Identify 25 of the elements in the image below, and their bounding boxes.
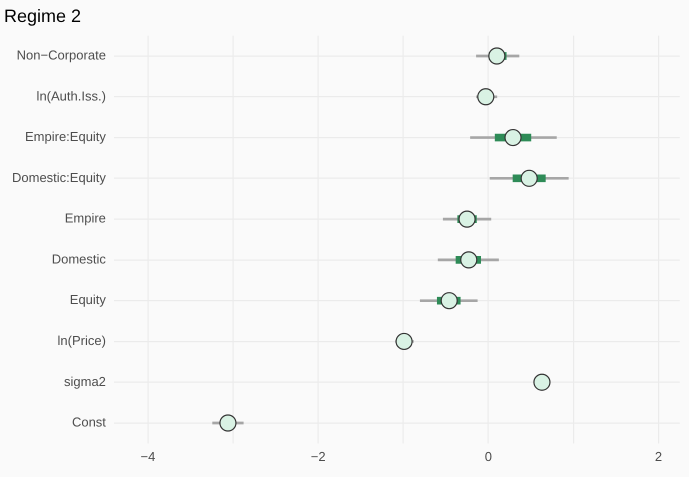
y-tick-label: Domestic: [52, 251, 106, 266]
point: [219, 414, 237, 432]
point: [477, 88, 494, 106]
chart-title: Regime 2: [4, 6, 82, 26]
point: [504, 128, 522, 146]
point: [458, 210, 476, 228]
point: [533, 374, 551, 391]
y-tick-label: Domestic:Equity: [12, 170, 106, 185]
y-tick-label: ln(Auth.Iss.): [36, 88, 106, 104]
y-tick-label: sigma2: [64, 374, 106, 389]
point: [440, 292, 458, 310]
y-tick-label: ln(Price): [58, 333, 106, 348]
y-tick-label: Non−Corporate: [16, 48, 106, 63]
point: [460, 251, 478, 268]
x-tick-label: −2: [310, 448, 326, 464]
x-tick-label: −4: [140, 448, 156, 464]
point: [395, 332, 413, 350]
point: [520, 170, 538, 187]
y-tick-label: Empire: [64, 210, 106, 226]
x-tick-label: 0: [484, 448, 492, 464]
y-tick-label: Equity: [70, 292, 106, 308]
x-tick-label: 2: [654, 448, 662, 464]
y-tick-label: Empire:Equity: [25, 129, 106, 144]
point: [488, 47, 506, 65]
y-tick-label: Const: [72, 414, 106, 430]
